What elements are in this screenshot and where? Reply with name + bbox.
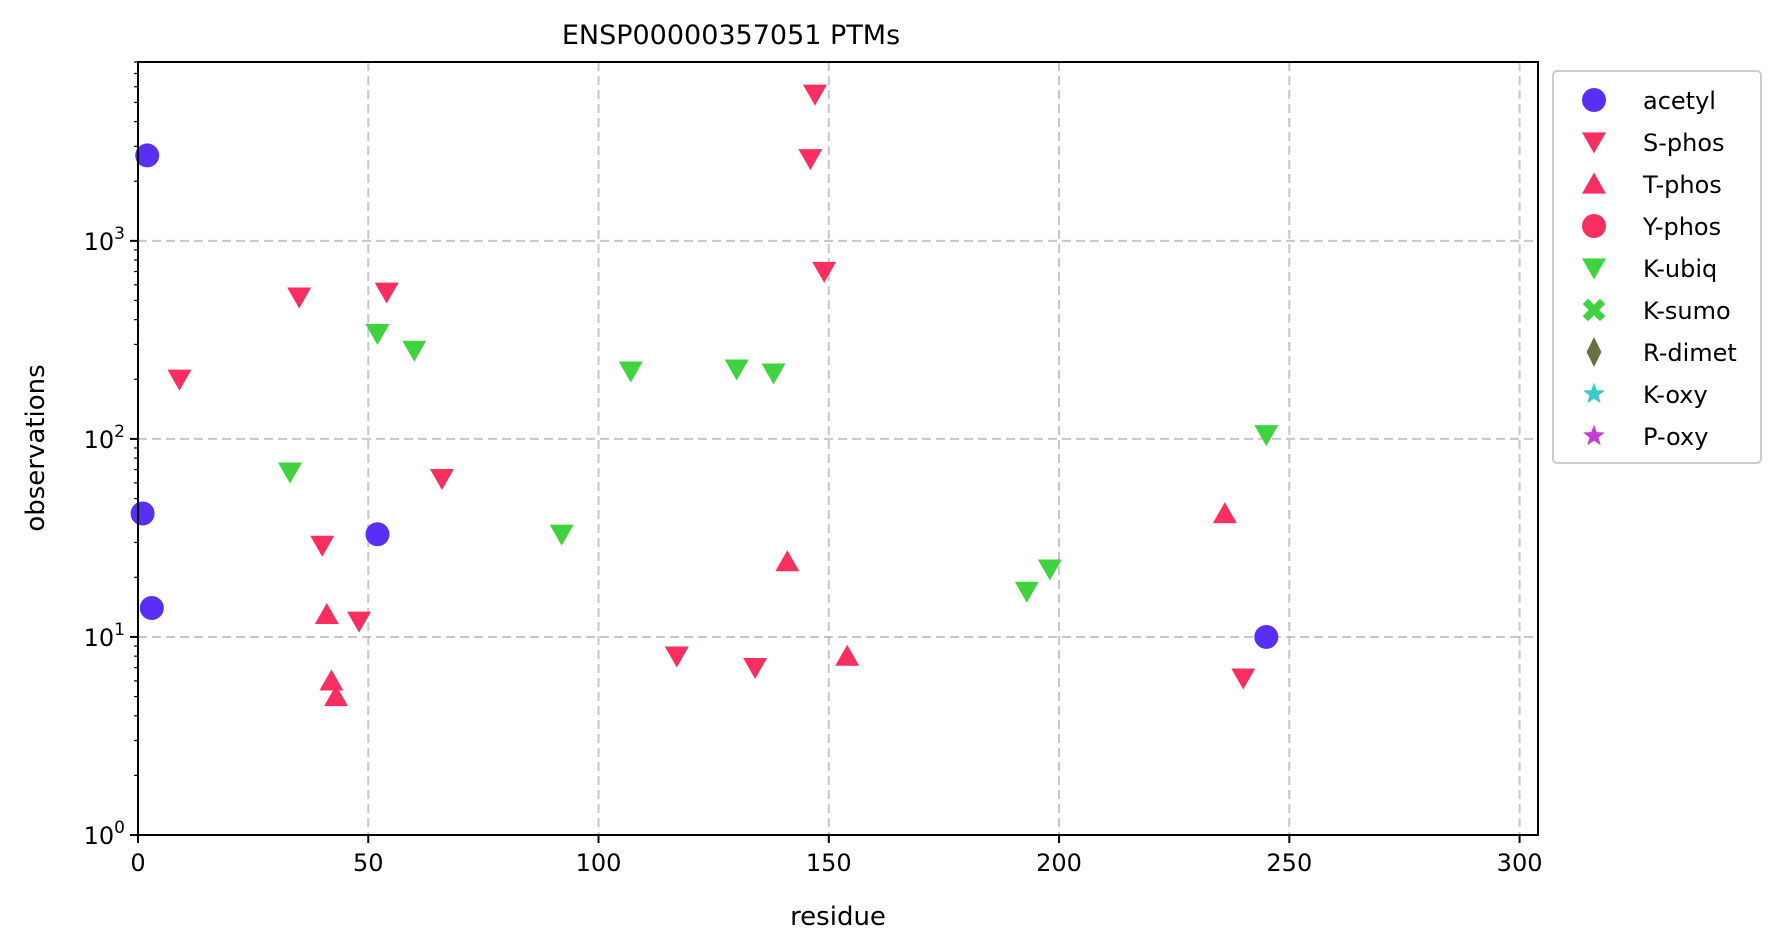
- data-point-acetyl: [1254, 624, 1279, 649]
- data-point-k-ubiq: [1037, 559, 1062, 581]
- y-tick-label: 101: [84, 620, 125, 652]
- data-point-acetyl: [365, 522, 390, 547]
- data-point-k-ubiq: [277, 462, 302, 484]
- legend-label: K-sumo: [1643, 297, 1731, 325]
- data-point-t-phos: [775, 550, 800, 572]
- data-point-s-phos: [429, 469, 454, 491]
- y-axis-label: observations: [21, 364, 51, 531]
- data-point-s-phos: [812, 261, 837, 283]
- legend-marker-p-oxy: [1583, 424, 1605, 446]
- data-point-s-phos: [802, 84, 827, 106]
- legend-marker-r-dimet: [1586, 337, 1602, 367]
- x-axis-label: residue: [790, 902, 886, 932]
- data-point-t-phos: [314, 602, 339, 624]
- data-point-k-ubiq: [618, 361, 643, 383]
- y-tick-label: 100: [84, 818, 125, 850]
- legend-items: acetyl S-phos T-phos Y-phos K-ubiq K-sumo R-di…: [1582, 87, 1737, 451]
- legend-marker-y-phos: [1582, 214, 1606, 238]
- data-point-t-phos: [324, 685, 349, 707]
- chart-title: ENSP00000357051 PTMs: [562, 20, 900, 51]
- data-point-s-phos: [798, 149, 823, 171]
- data-point-t-phos: [1212, 502, 1237, 524]
- data-point-s-phos: [664, 646, 689, 668]
- data-point-acetyl: [139, 596, 164, 621]
- x-tick-label: 250: [1266, 849, 1312, 877]
- data-point-k-ubiq: [365, 324, 390, 346]
- data-point-k-ubiq: [761, 363, 786, 385]
- plot-area-frame: [137, 61, 1539, 836]
- data-point-s-phos: [310, 535, 335, 557]
- legend-label: Y-phos: [1642, 213, 1721, 241]
- x-tick-label: 0: [130, 849, 145, 877]
- data-point-k-ubiq: [549, 524, 574, 546]
- legend-label: P-oxy: [1643, 423, 1708, 451]
- legend-label: T-phos: [1642, 171, 1722, 199]
- x-tick-label: 200: [1036, 849, 1082, 877]
- data-point-k-ubiq: [1014, 581, 1039, 603]
- x-tick-label: 300: [1497, 849, 1543, 877]
- legend-label: K-oxy: [1643, 381, 1708, 409]
- legend-marker-k-oxy: [1583, 382, 1605, 404]
- data-point-s-phos: [1231, 668, 1256, 690]
- data-point-acetyl: [130, 501, 155, 526]
- data-point-s-phos: [287, 287, 312, 309]
- legend-marker-t-phos: [1582, 172, 1606, 194]
- legend-marker-acetyl: [1582, 88, 1606, 112]
- y-tick-label: 102: [84, 422, 125, 454]
- x-marker-stroke: [1582, 298, 1606, 322]
- data-point-s-phos: [347, 611, 372, 633]
- data-point-t-phos: [835, 644, 860, 666]
- tick-layer: 0 50 100 150 200 250 300 100 101 102 103: [84, 61, 1543, 877]
- grid-layer: [138, 62, 1538, 835]
- data-point-k-ubiq: [1254, 425, 1279, 447]
- legend-label: acetyl: [1643, 87, 1716, 115]
- legend-marker-s-phos: [1582, 132, 1606, 154]
- x-tick-label: 100: [576, 849, 622, 877]
- legend: acetyl S-phos T-phos Y-phos K-ubiq K-sumo R-di…: [1552, 70, 1762, 464]
- legend-label: S-phos: [1643, 129, 1725, 157]
- legend-frame: [1552, 70, 1762, 464]
- data-point-t-phos: [319, 669, 344, 691]
- data-point-k-ubiq: [402, 340, 427, 362]
- data-point-s-phos: [167, 369, 192, 391]
- x-tick-label: 150: [806, 849, 852, 877]
- legend-label: R-dimet: [1643, 339, 1737, 367]
- data-point-s-phos: [374, 282, 399, 304]
- y-tick-label: 103: [84, 224, 125, 256]
- legend-marker-k-ubiq: [1582, 258, 1606, 280]
- data-point-s-phos: [743, 658, 768, 680]
- marker-layer: [130, 84, 1279, 707]
- data-point-acetyl: [135, 143, 160, 168]
- x-tick-label: 50: [353, 849, 384, 877]
- legend-label: K-ubiq: [1643, 255, 1717, 283]
- legend-marker-k-sumo: [1582, 298, 1606, 322]
- data-point-k-ubiq: [724, 359, 749, 381]
